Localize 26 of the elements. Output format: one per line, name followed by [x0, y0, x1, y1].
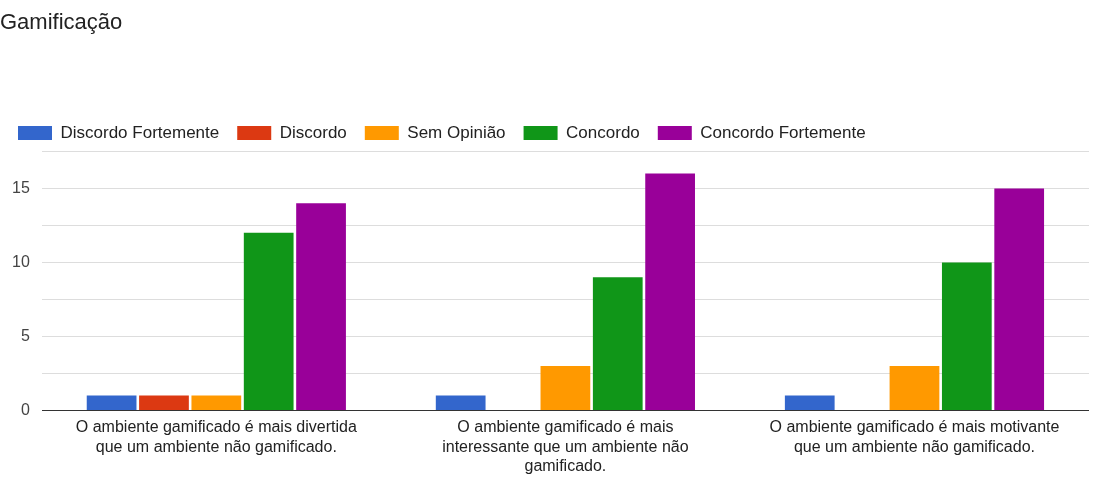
bar: [139, 395, 189, 410]
bar: [296, 203, 346, 410]
bar: [889, 366, 940, 410]
bar: [994, 188, 1045, 410]
bar: [784, 395, 835, 410]
x-tick-label: O ambiente gamificado é mais divertida que um ambiente não gamificado.: [75, 418, 357, 455]
chart-title: Gamificação: [0, 9, 123, 35]
bar: [191, 395, 242, 410]
y-tick-label: 5: [20, 326, 30, 344]
legend-label: Concordo Fortemente: [700, 122, 866, 142]
legend-label: Discordo: [279, 122, 347, 142]
bar: [243, 232, 294, 410]
y-tick-label: 0: [20, 400, 30, 418]
bar: [941, 262, 992, 410]
legend-label: Sem Opinião: [407, 122, 506, 142]
legend-label: Concordo: [566, 122, 640, 142]
x-tick-label: O ambiente gamificado é mais interessante que um ambiente não gamificado.: [442, 418, 689, 474]
legend-label: Discordo Fortemente: [60, 122, 220, 142]
y-tick-label: 10: [12, 252, 30, 270]
bar: [540, 366, 591, 410]
bar: [645, 173, 695, 410]
bar: [592, 277, 643, 410]
bar: [86, 395, 137, 410]
bar: [435, 395, 486, 410]
x-tick-label: O ambiente gamificado é mais motivante que um ambiente não gamificado.: [769, 418, 1060, 455]
y-tick-label: 15: [12, 178, 30, 196]
